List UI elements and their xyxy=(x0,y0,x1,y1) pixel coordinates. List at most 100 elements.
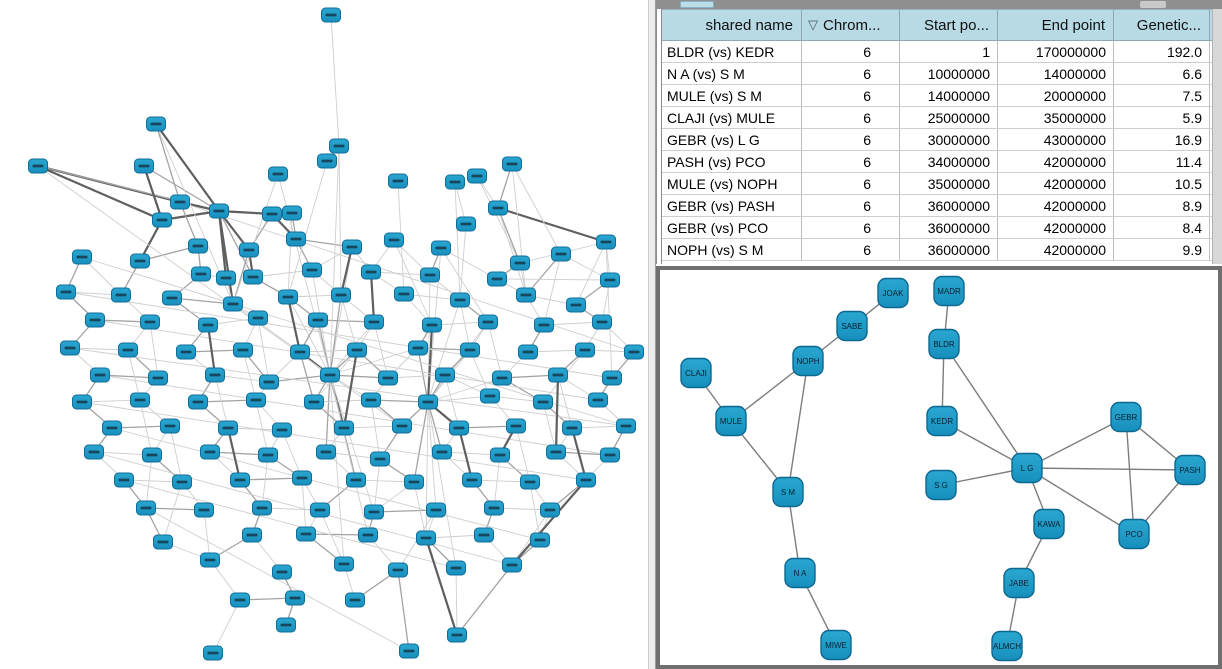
table-row[interactable]: GEBR (vs) PCO 6 36000000 42000000 8.4 xyxy=(662,217,1212,239)
table-cell[interactable]: 6 xyxy=(802,239,900,260)
table-cell[interactable]: 35000000 xyxy=(998,107,1114,128)
network-node-sabe[interactable]: SABE xyxy=(836,310,868,342)
column-header-chromosome[interactable]: ▽ Chrom... xyxy=(802,10,900,40)
network-node-joak[interactable]: JOAK xyxy=(877,277,909,309)
table-cell[interactable]: 42000000 xyxy=(998,173,1114,194)
node-shape[interactable] xyxy=(925,469,957,501)
table-row[interactable]: GEBR (vs) L G 6 30000000 43000000 16.9 xyxy=(662,129,1212,151)
table-cell[interactable]: 11.4 xyxy=(1114,151,1210,172)
table-cell[interactable]: 170000000 xyxy=(998,41,1114,62)
table-cell[interactable]: 9.9 xyxy=(1114,239,1210,260)
table-cell[interactable]: 42000000 xyxy=(998,195,1114,216)
node-shape[interactable] xyxy=(1033,508,1065,540)
scrollbar-thumb-secondary[interactable] xyxy=(1140,1,1166,8)
node-shape[interactable] xyxy=(680,357,712,389)
table-cell[interactable]: 14000000 xyxy=(998,63,1114,84)
node-shape[interactable] xyxy=(784,557,816,589)
table-cell[interactable]: 42000000 xyxy=(998,217,1114,238)
table-cell[interactable]: 8.9 xyxy=(1114,195,1210,216)
table-cell[interactable]: 6 xyxy=(802,151,900,172)
table-cell[interactable]: 43000000 xyxy=(998,129,1114,150)
network-node-claji[interactable]: CLAJI xyxy=(680,357,712,389)
table-cell[interactable]: 25000000 xyxy=(900,107,998,128)
table-row[interactable]: NOPH (vs) S M 6 36000000 42000000 9.9 xyxy=(662,239,1212,261)
table-cell[interactable]: 10000000 xyxy=(900,63,998,84)
network-node-pco[interactable]: PCO xyxy=(1118,518,1150,550)
network-node-s-m[interactable]: S M xyxy=(772,476,804,508)
table-row[interactable]: MULE (vs) S M 6 14000000 20000000 7.5 xyxy=(662,85,1212,107)
column-header-end-point[interactable]: End point xyxy=(998,10,1114,40)
table-cell[interactable]: 6 xyxy=(802,85,900,106)
filtered-network-canvas[interactable]: JOAK MADR SABE BLDR NOPH CLAJI MULE KEDR GEBR L G… xyxy=(660,270,1218,665)
filter-funnel-icon[interactable]: ▽ xyxy=(808,17,818,32)
table-cell[interactable]: NOPH (vs) S M xyxy=(662,239,802,260)
network-node-kedr[interactable]: KEDR xyxy=(926,405,958,437)
table-cell[interactable]: 10.5 xyxy=(1114,173,1210,194)
table-cell[interactable]: 6 xyxy=(802,107,900,128)
network-node-mule[interactable]: MULE xyxy=(715,405,747,437)
panel-divider[interactable] xyxy=(648,0,656,669)
table-cell[interactable]: 7.5 xyxy=(1114,85,1210,106)
horizontal-scrollbar-track[interactable] xyxy=(656,0,1222,9)
dense-network-canvas[interactable] xyxy=(0,0,648,669)
network-node-miwe[interactable]: MIWE xyxy=(820,629,852,661)
table-cell[interactable]: GEBR (vs) L G xyxy=(662,129,802,150)
column-header-genetic[interactable]: Genetic... xyxy=(1114,10,1210,40)
table-cell[interactable]: GEBR (vs) PCO xyxy=(662,217,802,238)
network-node-madr[interactable]: MADR xyxy=(933,275,965,307)
table-cell[interactable]: 6 xyxy=(802,195,900,216)
node-shape[interactable] xyxy=(933,275,965,307)
table-cell[interactable]: N A (vs) S M xyxy=(662,63,802,84)
table-cell[interactable]: 36000000 xyxy=(900,217,998,238)
table-cell[interactable]: 42000000 xyxy=(998,239,1114,260)
table-row[interactable]: PASH (vs) PCO 6 34000000 42000000 11.4 xyxy=(662,151,1212,173)
table-cell[interactable]: 8.4 xyxy=(1114,217,1210,238)
network-node-pash[interactable]: PASH xyxy=(1174,454,1206,486)
table-cell[interactable]: 36000000 xyxy=(900,239,998,260)
node-shape[interactable] xyxy=(928,328,960,360)
node-shape[interactable] xyxy=(1110,401,1142,433)
network-node-jabe[interactable]: JABE xyxy=(1003,567,1035,599)
network-node-kawa[interactable]: KAWA xyxy=(1033,508,1065,540)
network-node-noph[interactable]: NOPH xyxy=(792,345,824,377)
node-shape[interactable] xyxy=(820,629,852,661)
table-cell[interactable]: MULE (vs) S M xyxy=(662,85,802,106)
table-row[interactable]: GEBR (vs) PASH 6 36000000 42000000 8.9 xyxy=(662,195,1212,217)
node-shape[interactable] xyxy=(836,310,868,342)
table-cell[interactable]: 30000000 xyxy=(900,129,998,150)
network-node-bldr[interactable]: BLDR xyxy=(928,328,960,360)
node-shape[interactable] xyxy=(1011,452,1043,484)
table-cell[interactable]: 192.0 xyxy=(1114,41,1210,62)
table-cell[interactable]: 16.9 xyxy=(1114,129,1210,150)
node-shape[interactable] xyxy=(1174,454,1206,486)
scrollbar-thumb[interactable] xyxy=(680,1,714,8)
vertical-scrollbar-track[interactable] xyxy=(1212,9,1222,264)
network-node-n-a[interactable]: N A xyxy=(784,557,816,589)
table-cell[interactable]: GEBR (vs) PASH xyxy=(662,195,802,216)
table-cell[interactable]: 34000000 xyxy=(900,151,998,172)
table-row[interactable]: MULE (vs) NOPH 6 35000000 42000000 10.5 xyxy=(662,173,1212,195)
network-node-gebr[interactable]: GEBR xyxy=(1110,401,1142,433)
node-shape[interactable] xyxy=(772,476,804,508)
node-shape[interactable] xyxy=(1003,567,1035,599)
table-cell[interactable]: BLDR (vs) KEDR xyxy=(662,41,802,62)
table-cell[interactable]: 35000000 xyxy=(900,173,998,194)
table-cell[interactable]: 6 xyxy=(802,173,900,194)
table-cell[interactable]: 42000000 xyxy=(998,151,1114,172)
node-shape[interactable] xyxy=(926,405,958,437)
table-cell[interactable]: 14000000 xyxy=(900,85,998,106)
table-cell[interactable]: 6 xyxy=(802,129,900,150)
node-shape[interactable] xyxy=(715,405,747,437)
table-cell[interactable]: 36000000 xyxy=(900,195,998,216)
table-cell[interactable]: 5.9 xyxy=(1114,107,1210,128)
table-cell[interactable]: 1 xyxy=(900,41,998,62)
network-node-s-g[interactable]: S G xyxy=(925,469,957,501)
node-shape[interactable] xyxy=(877,277,909,309)
table-row[interactable]: BLDR (vs) KEDR 6 1 170000000 192.0 xyxy=(662,41,1212,63)
table-cell[interactable]: 6 xyxy=(802,41,900,62)
table-cell[interactable]: PASH (vs) PCO xyxy=(662,151,802,172)
table-cell[interactable]: 6 xyxy=(802,63,900,84)
table-cell[interactable]: MULE (vs) NOPH xyxy=(662,173,802,194)
column-header-start-position[interactable]: Start po... xyxy=(900,10,998,40)
table-cell[interactable]: 20000000 xyxy=(998,85,1114,106)
